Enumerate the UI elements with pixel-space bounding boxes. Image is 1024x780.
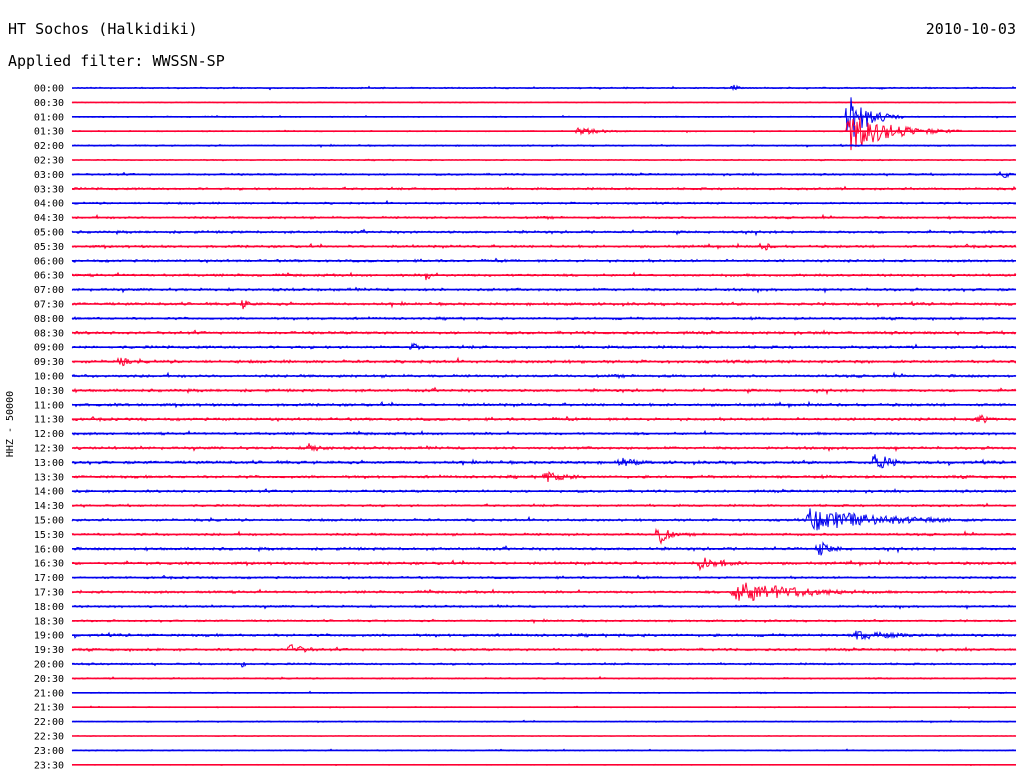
y-axis-label: HHZ - 50000 <box>5 391 16 457</box>
time-tick-label: 13:30 <box>34 472 64 483</box>
time-tick-label: 00:30 <box>34 98 64 109</box>
time-tick-label: 15:00 <box>34 516 64 527</box>
time-tick-label: 03:30 <box>34 184 64 195</box>
time-tick-label: 10:30 <box>34 386 64 397</box>
station-title: HT Sochos (Halkidiki) <box>8 20 198 38</box>
time-tick-label: 12:30 <box>34 444 64 455</box>
time-tick-label: 06:00 <box>34 256 64 267</box>
time-tick-label: 22:30 <box>34 732 64 743</box>
time-tick-label: 14:30 <box>34 501 64 512</box>
date-label: 2010-10-03 <box>925 20 1016 38</box>
time-tick-label: 05:00 <box>34 228 64 239</box>
trace-line <box>71 271 1017 281</box>
traces-group <box>71 84 1017 767</box>
time-tick-label: 17:30 <box>34 588 64 599</box>
time-tick-label: 23:00 <box>34 746 64 757</box>
trace-line <box>71 527 1017 545</box>
time-tick-label: 16:00 <box>34 544 64 555</box>
time-tick-label: 15:30 <box>34 530 64 541</box>
time-tick-label: 23:30 <box>34 760 64 771</box>
filter-label: Applied filter: WWSSN-SP <box>8 52 225 70</box>
time-tick-label: 01:00 <box>34 112 64 123</box>
time-tick-label: 09:30 <box>34 357 64 368</box>
trace-line <box>71 443 1017 453</box>
time-tick-label: 17:00 <box>34 573 64 584</box>
time-tick-label: 18:00 <box>34 602 64 613</box>
time-tick-label: 20:00 <box>34 660 64 671</box>
time-tick-label: 04:00 <box>34 199 64 210</box>
time-tick-label: 09:00 <box>34 343 64 354</box>
time-tick-label: 07:30 <box>34 300 64 311</box>
trace-line <box>71 644 1017 653</box>
time-tick-label: 02:00 <box>34 141 64 152</box>
time-tick-label: 04:30 <box>34 213 64 224</box>
time-tick-label: 22:00 <box>34 717 64 728</box>
time-tick-label: 10:00 <box>34 372 64 383</box>
time-tick-label: 03:00 <box>34 170 64 181</box>
time-tick-label: 19:30 <box>34 645 64 656</box>
time-tick-label: 06:30 <box>34 271 64 282</box>
time-tick-label: 20:30 <box>34 674 64 685</box>
time-tick-label: 01:30 <box>34 127 64 138</box>
time-tick-label: 11:00 <box>34 400 64 411</box>
time-tick-label: 19:00 <box>34 631 64 642</box>
time-tick-label: 16:30 <box>34 559 64 570</box>
time-tick-label: 07:00 <box>34 285 64 296</box>
time-tick-label: 00:00 <box>34 84 64 95</box>
time-tick-label: 08:30 <box>34 328 64 339</box>
time-tick-label: 02:30 <box>34 156 64 167</box>
time-tick-label: 13:00 <box>34 458 64 469</box>
time-tick-label: 05:30 <box>34 242 64 253</box>
time-tick-label: 14:00 <box>34 487 64 498</box>
time-tick-label: 08:00 <box>34 314 64 325</box>
time-tick-label: 12:00 <box>34 429 64 440</box>
time-tick-label: 11:30 <box>34 415 64 426</box>
time-tick-label: 21:00 <box>34 688 64 699</box>
trace-line <box>71 454 1017 469</box>
time-tick-label: 21:30 <box>34 703 64 714</box>
time-ticks-group: 00:00 00:30 01:00 01:30 02:00 02:30 03:00 03:30… <box>34 84 64 772</box>
time-tick-label: 18:30 <box>34 616 64 627</box>
